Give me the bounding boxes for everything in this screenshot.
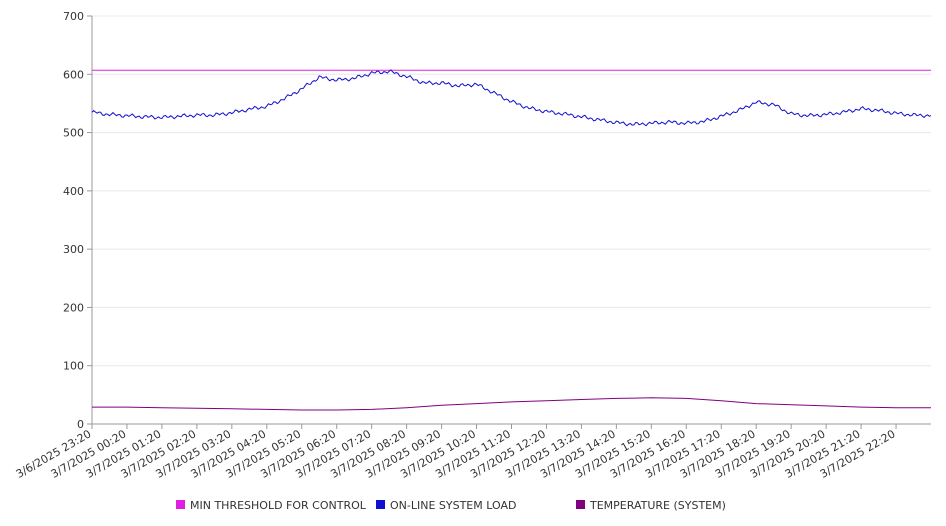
y-tick-labels: 0 100 200 300 400 500 600 700 (63, 10, 84, 431)
y-tick-label: 300 (63, 243, 84, 256)
y-tick-label: 200 (63, 301, 84, 314)
y-tick-label: 500 (63, 127, 84, 140)
y-tick-label: 0 (77, 418, 84, 431)
legend-label-min-threshold-for-control: MIN THRESHOLD FOR CONTROL (190, 499, 367, 512)
legend: MIN THRESHOLD FOR CONTROL ON-LINE SYSTEM … (176, 499, 726, 512)
legend-label-temperature-system: TEMPERATURE (SYSTEM) (589, 499, 726, 512)
legend-swatch-temperature-system (576, 500, 585, 509)
series-line-on-line-system-load (91, 69, 932, 127)
series-lines (91, 69, 932, 411)
legend-swatch-on-line-system-load (376, 500, 385, 509)
x-tick-labels: 3/6/2025 23:203/7/2025 00:203/7/2025 01:… (14, 427, 898, 481)
y-tick-label: 400 (63, 185, 84, 198)
axes (87, 15, 931, 429)
y-tick-label: 100 (63, 360, 84, 373)
y-tick-label: 700 (63, 10, 84, 23)
series-line-temperature-system (92, 397, 931, 411)
legend-swatch-min-threshold-for-control (176, 500, 185, 509)
grid-lines (92, 15, 931, 367)
y-tick-label: 600 (63, 68, 84, 81)
legend-label-on-line-system-load: ON-LINE SYSTEM LOAD (390, 499, 516, 512)
